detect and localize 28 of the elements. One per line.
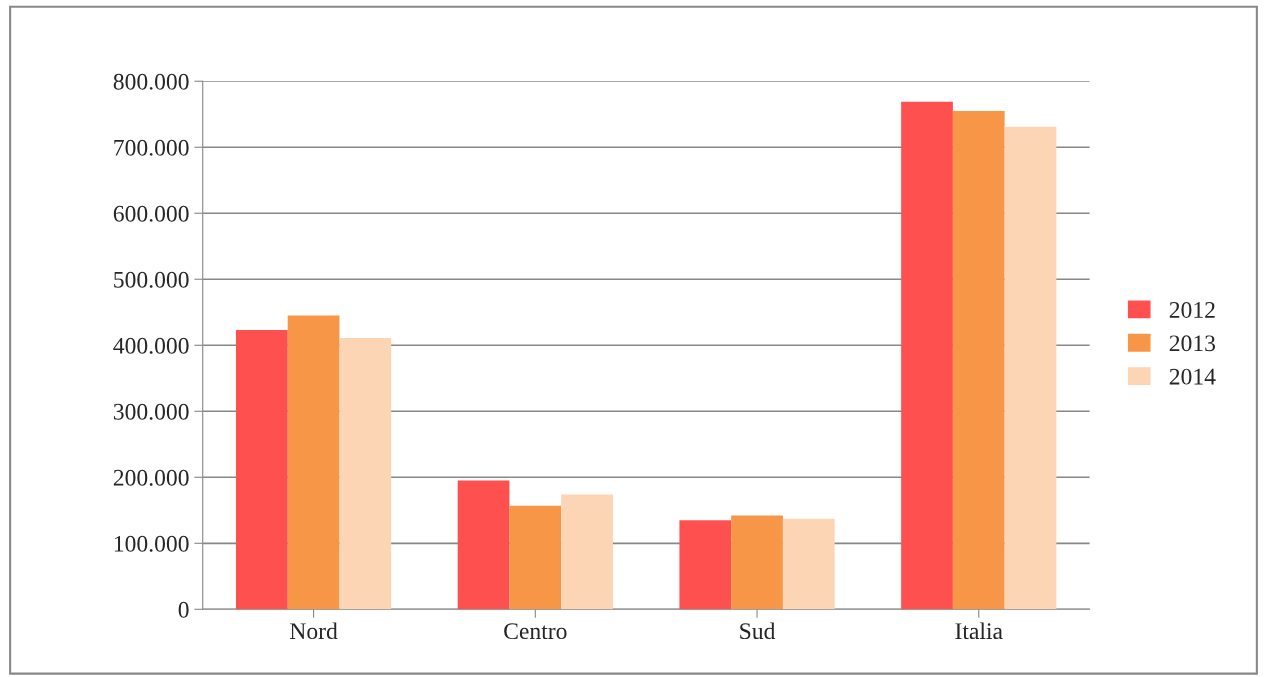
bar <box>509 505 562 610</box>
legend-label: 2013 <box>1169 335 1216 352</box>
bar <box>339 338 392 610</box>
bar <box>561 494 613 610</box>
y-tick-label: 500.000 <box>114 271 189 288</box>
bar <box>901 101 953 610</box>
y-tick-label: 600.000 <box>113 205 189 222</box>
bar <box>952 110 1005 610</box>
bar <box>782 518 835 610</box>
bar <box>235 330 288 610</box>
y-tick-label: 400.000 <box>113 337 189 354</box>
bar <box>679 520 732 610</box>
y-tick-label: 100.000 <box>114 535 189 552</box>
y-tick-label: 700.000 <box>114 139 189 156</box>
y-tick-label: 200.000 <box>113 469 189 486</box>
x-tick-label: Sud <box>740 622 776 640</box>
x-tick-label: Nord <box>290 622 338 640</box>
y-tick-label: 300.000 <box>113 403 189 420</box>
y-tick-label: 0 <box>178 601 189 618</box>
legend-label: 2012 <box>1169 301 1215 318</box>
y-tick-label: 800.000 <box>113 73 189 90</box>
x-tick-label: Centro <box>504 623 567 640</box>
legend-label: 2014 <box>1169 368 1216 385</box>
bar <box>287 315 340 610</box>
bar <box>1004 126 1057 610</box>
x-tick-label: Italia <box>955 622 1003 640</box>
bar <box>457 480 510 610</box>
bar <box>731 515 783 610</box>
